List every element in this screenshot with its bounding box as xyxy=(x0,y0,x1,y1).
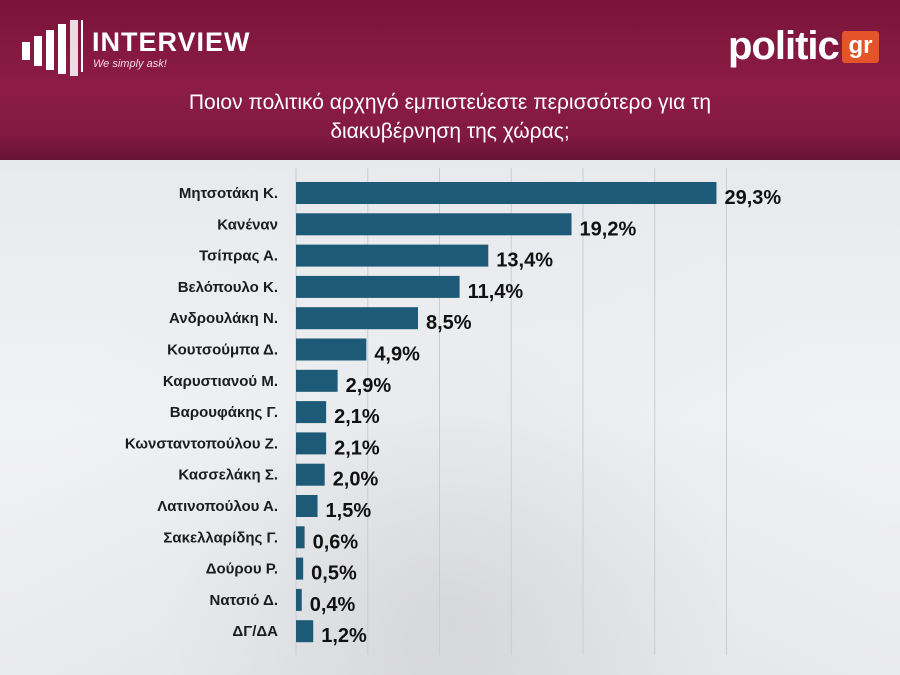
bar xyxy=(296,369,338,392)
value-label: 1,5% xyxy=(326,500,372,522)
category-label: Μητσοτάκη Κ. xyxy=(179,185,278,202)
value-label: 4,9% xyxy=(374,344,420,366)
bar xyxy=(296,244,489,267)
bar-chart: Μητσοτάκη Κ. Κανέναν Τσίπρας Α. Βελόπουλο Κ… xyxy=(125,168,782,655)
bar xyxy=(296,182,717,204)
value-label: 13,4% xyxy=(496,250,553,272)
header-banner: INTERVIEW We simply ask! politic gr Ποιο… xyxy=(0,0,900,160)
value-label: 0,4% xyxy=(310,594,356,616)
partner-logo-suffix: gr xyxy=(842,31,879,63)
chart-title-line-1: Ποιον πολιτικό αρχηγό εμπιστεύεστε περισ… xyxy=(188,91,712,114)
value-label: 2,9% xyxy=(346,375,392,397)
value-label: 1,2% xyxy=(321,625,367,647)
category-label: Δούρου Ρ. xyxy=(206,561,278,578)
chart-title-line-2: διακυβέρνηση της χώρας; xyxy=(330,120,570,143)
bar xyxy=(296,338,367,361)
chart-title: Ποιον πολιτικό αρχηγό εμπιστεύεστε περισ… xyxy=(60,88,840,146)
category-label: Βελόπουλο Κ. xyxy=(178,279,278,296)
bar xyxy=(296,463,325,486)
chart-bars xyxy=(296,182,717,643)
category-label: Καρυστιανού Μ. xyxy=(163,373,278,390)
chart-category-labels: Μητσοτάκη Κ. Κανέναν Τσίπρας Α. Βελόπουλο Κ… xyxy=(125,185,278,640)
category-label: Λατινοπούλου Α. xyxy=(157,498,278,515)
bar xyxy=(296,495,318,517)
value-label: 19,2% xyxy=(580,218,637,240)
partner-logo-word: politic xyxy=(728,24,840,68)
bar xyxy=(296,401,327,424)
brand-tagline: We simply ask! xyxy=(93,58,167,70)
interview-logo-icon xyxy=(22,20,78,76)
brand-name: INTERVIEW xyxy=(92,27,251,57)
category-label: ΔΓ/ΔΑ xyxy=(232,623,278,640)
value-label: 11,4% xyxy=(468,281,524,303)
category-label: Ανδρουλάκη Ν. xyxy=(169,310,278,327)
category-label: Νατσιό Δ. xyxy=(210,592,278,609)
bar xyxy=(296,557,304,580)
category-label: Κανέναν xyxy=(217,216,278,233)
bar xyxy=(296,588,302,611)
bar xyxy=(296,307,418,330)
chart-value-labels: 29,3% 19,2% 13,4% 11,4% 8,5% 4,9% 2,9% 2,1% 2,1%… xyxy=(310,187,782,647)
value-label: 0,6% xyxy=(313,531,359,553)
value-label: 2,1% xyxy=(334,406,380,428)
value-label: 2,1% xyxy=(334,437,380,459)
brand-divider xyxy=(81,20,83,72)
category-label: Κωνσταντοπούλου Ζ. xyxy=(125,435,278,452)
bar xyxy=(296,620,314,643)
value-label: 29,3% xyxy=(724,187,781,209)
category-label: Κουτσούμπα Δ. xyxy=(167,342,278,359)
category-label: Σακελλαρίδης Γ. xyxy=(163,529,278,546)
category-label: Κασσελάκη Σ. xyxy=(178,467,278,484)
value-label: 0,5% xyxy=(311,563,357,585)
value-label: 2,0% xyxy=(333,469,379,491)
bar xyxy=(296,275,460,298)
value-label: 8,5% xyxy=(426,312,472,334)
bar xyxy=(296,213,572,236)
category-label: Τσίπρας Α. xyxy=(199,248,278,265)
category-label: Βαρουφάκης Γ. xyxy=(170,404,278,421)
bar xyxy=(296,526,305,549)
bar xyxy=(296,432,327,455)
